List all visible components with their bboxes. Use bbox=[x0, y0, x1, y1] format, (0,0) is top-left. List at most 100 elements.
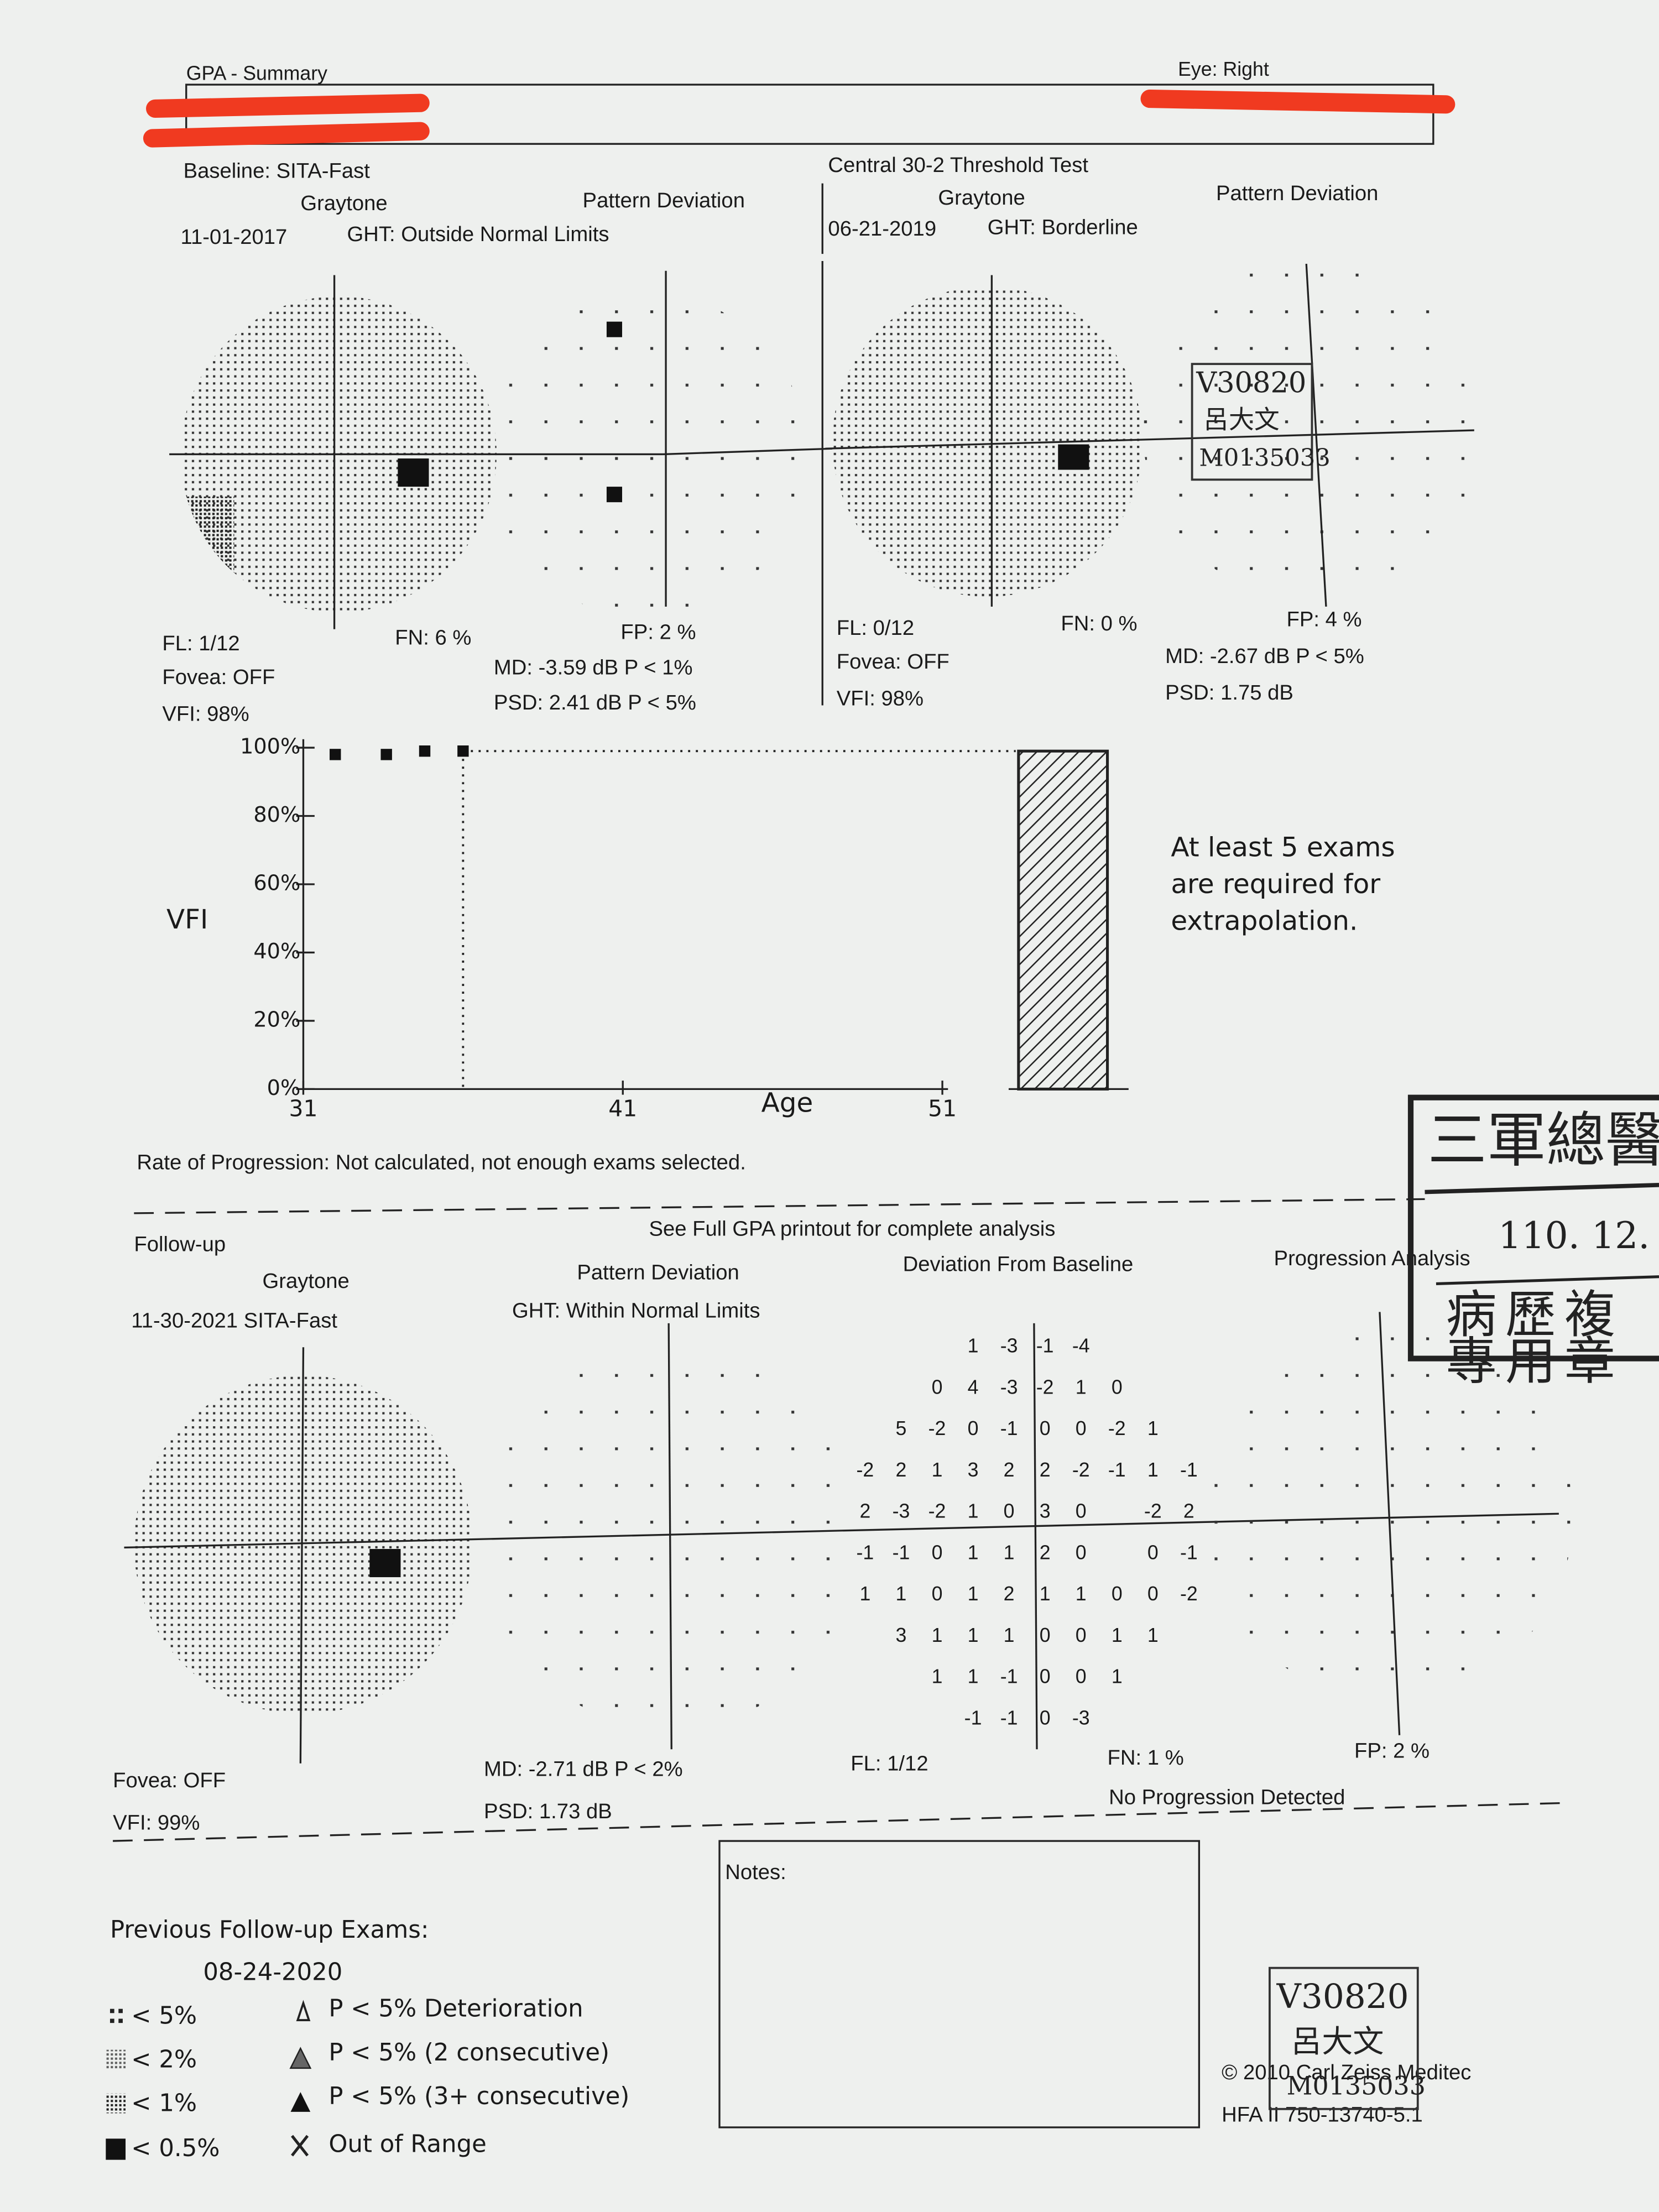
stat: Fovea: OFF bbox=[113, 1768, 226, 1792]
graytone-plot bbox=[169, 275, 663, 629]
stamp: V30820 呂大文 M0135033 bbox=[1191, 363, 1331, 481]
stat: PSD: 1.73 dB bbox=[484, 1799, 612, 1823]
deviation-value: 0 bbox=[932, 1583, 943, 1605]
deviation-value: -3 bbox=[1072, 1707, 1090, 1729]
stamp-text: M0135033 bbox=[1287, 2071, 1426, 2101]
vfi-chart: VFI Age 0% 20% 40% 60% 80% 100% 31 41 51 bbox=[166, 734, 1129, 1122]
legend-item: < 5% bbox=[131, 2002, 197, 2030]
progression-result: No Progression Detected bbox=[1109, 1786, 1345, 1809]
progression-plot bbox=[1206, 1312, 1573, 1735]
exam-date: 11-01-2017 bbox=[181, 225, 288, 249]
deviation-value: 1 bbox=[1040, 1583, 1051, 1605]
separator bbox=[113, 1802, 1569, 1842]
stat: VFI: 99% bbox=[113, 1811, 200, 1835]
data-point bbox=[330, 749, 341, 760]
deviation-value: 1 bbox=[1112, 1666, 1123, 1688]
y-axis-label: VFI bbox=[166, 904, 208, 935]
followup-label: Follow-up bbox=[134, 1233, 226, 1256]
exam-date: 11-30-2021 SITA-Fast bbox=[131, 1308, 337, 1332]
y-tick-label: 40% bbox=[253, 939, 300, 964]
pattern-deviation-plot bbox=[482, 270, 833, 617]
deviation-value: 1 bbox=[1147, 1624, 1159, 1646]
deviation-value: 1 bbox=[968, 1666, 979, 1688]
deviation-value: -1 bbox=[1000, 1417, 1018, 1439]
redaction bbox=[143, 89, 1455, 148]
stamp-text: 病歷複 bbox=[1446, 1285, 1624, 1344]
deviation-value: 0 bbox=[1147, 1583, 1159, 1605]
deviation-value: 2 bbox=[1004, 1583, 1015, 1605]
deviation-value: 0 bbox=[1040, 1417, 1051, 1439]
deviation-value: -1 bbox=[964, 1707, 982, 1729]
deviation-value: -1 bbox=[1180, 1459, 1198, 1481]
y-tick-label: 20% bbox=[253, 1007, 300, 1032]
deviation-value: -1 bbox=[1000, 1666, 1018, 1688]
deviation-value: 0 bbox=[1076, 1500, 1087, 1522]
deviation-value: -2 bbox=[1144, 1500, 1162, 1522]
deviation-value: -1 bbox=[1180, 1541, 1198, 1563]
see-full: See Full GPA printout for complete analy… bbox=[649, 1217, 1055, 1241]
stamp-text: V30820 bbox=[1196, 367, 1306, 399]
deviation-value: -3 bbox=[893, 1500, 910, 1522]
deviation-value: 1 bbox=[968, 1541, 979, 1563]
data-point bbox=[380, 749, 392, 760]
stat: FN: 1 % bbox=[1108, 1746, 1184, 1770]
stat: MD: -2.71 dB P < 2% bbox=[484, 1757, 683, 1781]
deviation-value: 1 bbox=[896, 1583, 907, 1605]
stat: Fovea: OFF bbox=[837, 650, 950, 674]
legend-item: < 0.5% bbox=[131, 2135, 220, 2162]
stat: FP: 4 % bbox=[1287, 608, 1362, 632]
legend-item: P < 5% Deterioration bbox=[328, 1995, 583, 2023]
graytone-label: Graytone bbox=[300, 191, 387, 215]
deviation-value: 2 bbox=[859, 1500, 870, 1522]
deviation-value: -2 bbox=[1108, 1417, 1126, 1439]
deviation-value: 0 bbox=[1112, 1583, 1123, 1605]
deviation-value: 2 bbox=[1040, 1459, 1051, 1481]
model: HFA II 750-13740-5.1 bbox=[1222, 2103, 1423, 2127]
data-point bbox=[457, 745, 469, 757]
deviation-value: 1 bbox=[1004, 1624, 1015, 1646]
deviation-value: -2 bbox=[1180, 1583, 1198, 1605]
x-tick-label: 31 bbox=[289, 1095, 318, 1122]
deviation-value: -3 bbox=[1000, 1335, 1018, 1357]
stat: FP: 2 % bbox=[620, 620, 696, 644]
stat: FL: 0/12 bbox=[837, 616, 914, 640]
deviation-value: -1 bbox=[857, 1541, 874, 1563]
stat: MD: -3.59 dB P < 1% bbox=[494, 655, 693, 679]
extrapolation-note: At least 5 exams bbox=[1171, 832, 1395, 863]
deviation-value: 1 bbox=[968, 1335, 979, 1357]
stat: Fovea: OFF bbox=[162, 665, 275, 689]
stat: FN: 0 % bbox=[1061, 612, 1137, 635]
test-name: Central 30-2 Threshold Test bbox=[828, 153, 1088, 177]
deviation-value: 5 bbox=[896, 1417, 907, 1439]
deviation-value: 2 bbox=[1183, 1500, 1194, 1522]
y-tick-label: 60% bbox=[253, 870, 300, 895]
graytone-label: Graytone bbox=[938, 186, 1025, 210]
previous-date: 08-24-2020 bbox=[203, 1958, 342, 1986]
deviation-value: 3 bbox=[1040, 1500, 1051, 1522]
stamp-text: 三軍總醫 bbox=[1428, 1107, 1659, 1175]
extrapolation-note: extrapolation. bbox=[1171, 905, 1358, 936]
notes-box bbox=[718, 1840, 1201, 2128]
legend-item: < 1% bbox=[131, 2090, 197, 2117]
deviation-value: -1 bbox=[893, 1541, 910, 1563]
graytone-label: Graytone bbox=[262, 1269, 349, 1293]
deviation-value: 0 bbox=[968, 1417, 979, 1439]
deviation-value: 2 bbox=[1040, 1541, 1051, 1563]
deviation-value: 1 bbox=[1147, 1459, 1159, 1481]
deviation-value: 0 bbox=[1076, 1624, 1087, 1646]
deviation-value: -3 bbox=[1000, 1376, 1018, 1398]
deviation-value: 3 bbox=[968, 1459, 979, 1481]
progression-title: Progression Analysis bbox=[1274, 1246, 1470, 1270]
deviation-value: 0 bbox=[1112, 1376, 1123, 1398]
legend-item: Out of Range bbox=[328, 2131, 486, 2158]
deviation-value: -2 bbox=[1036, 1376, 1054, 1398]
stat: MD: -2.67 dB P < 5% bbox=[1165, 644, 1364, 668]
eye: Eye: Right bbox=[1178, 58, 1269, 80]
graytone-plot bbox=[821, 260, 1474, 706]
pattern-deviation-plot bbox=[479, 1323, 861, 1750]
stat: FN: 6 % bbox=[395, 626, 471, 650]
legend-item: P < 5% (2 consecutive) bbox=[328, 2039, 609, 2067]
pd-label: Pattern Deviation bbox=[583, 189, 745, 212]
deviation-value: -2 bbox=[928, 1500, 946, 1522]
